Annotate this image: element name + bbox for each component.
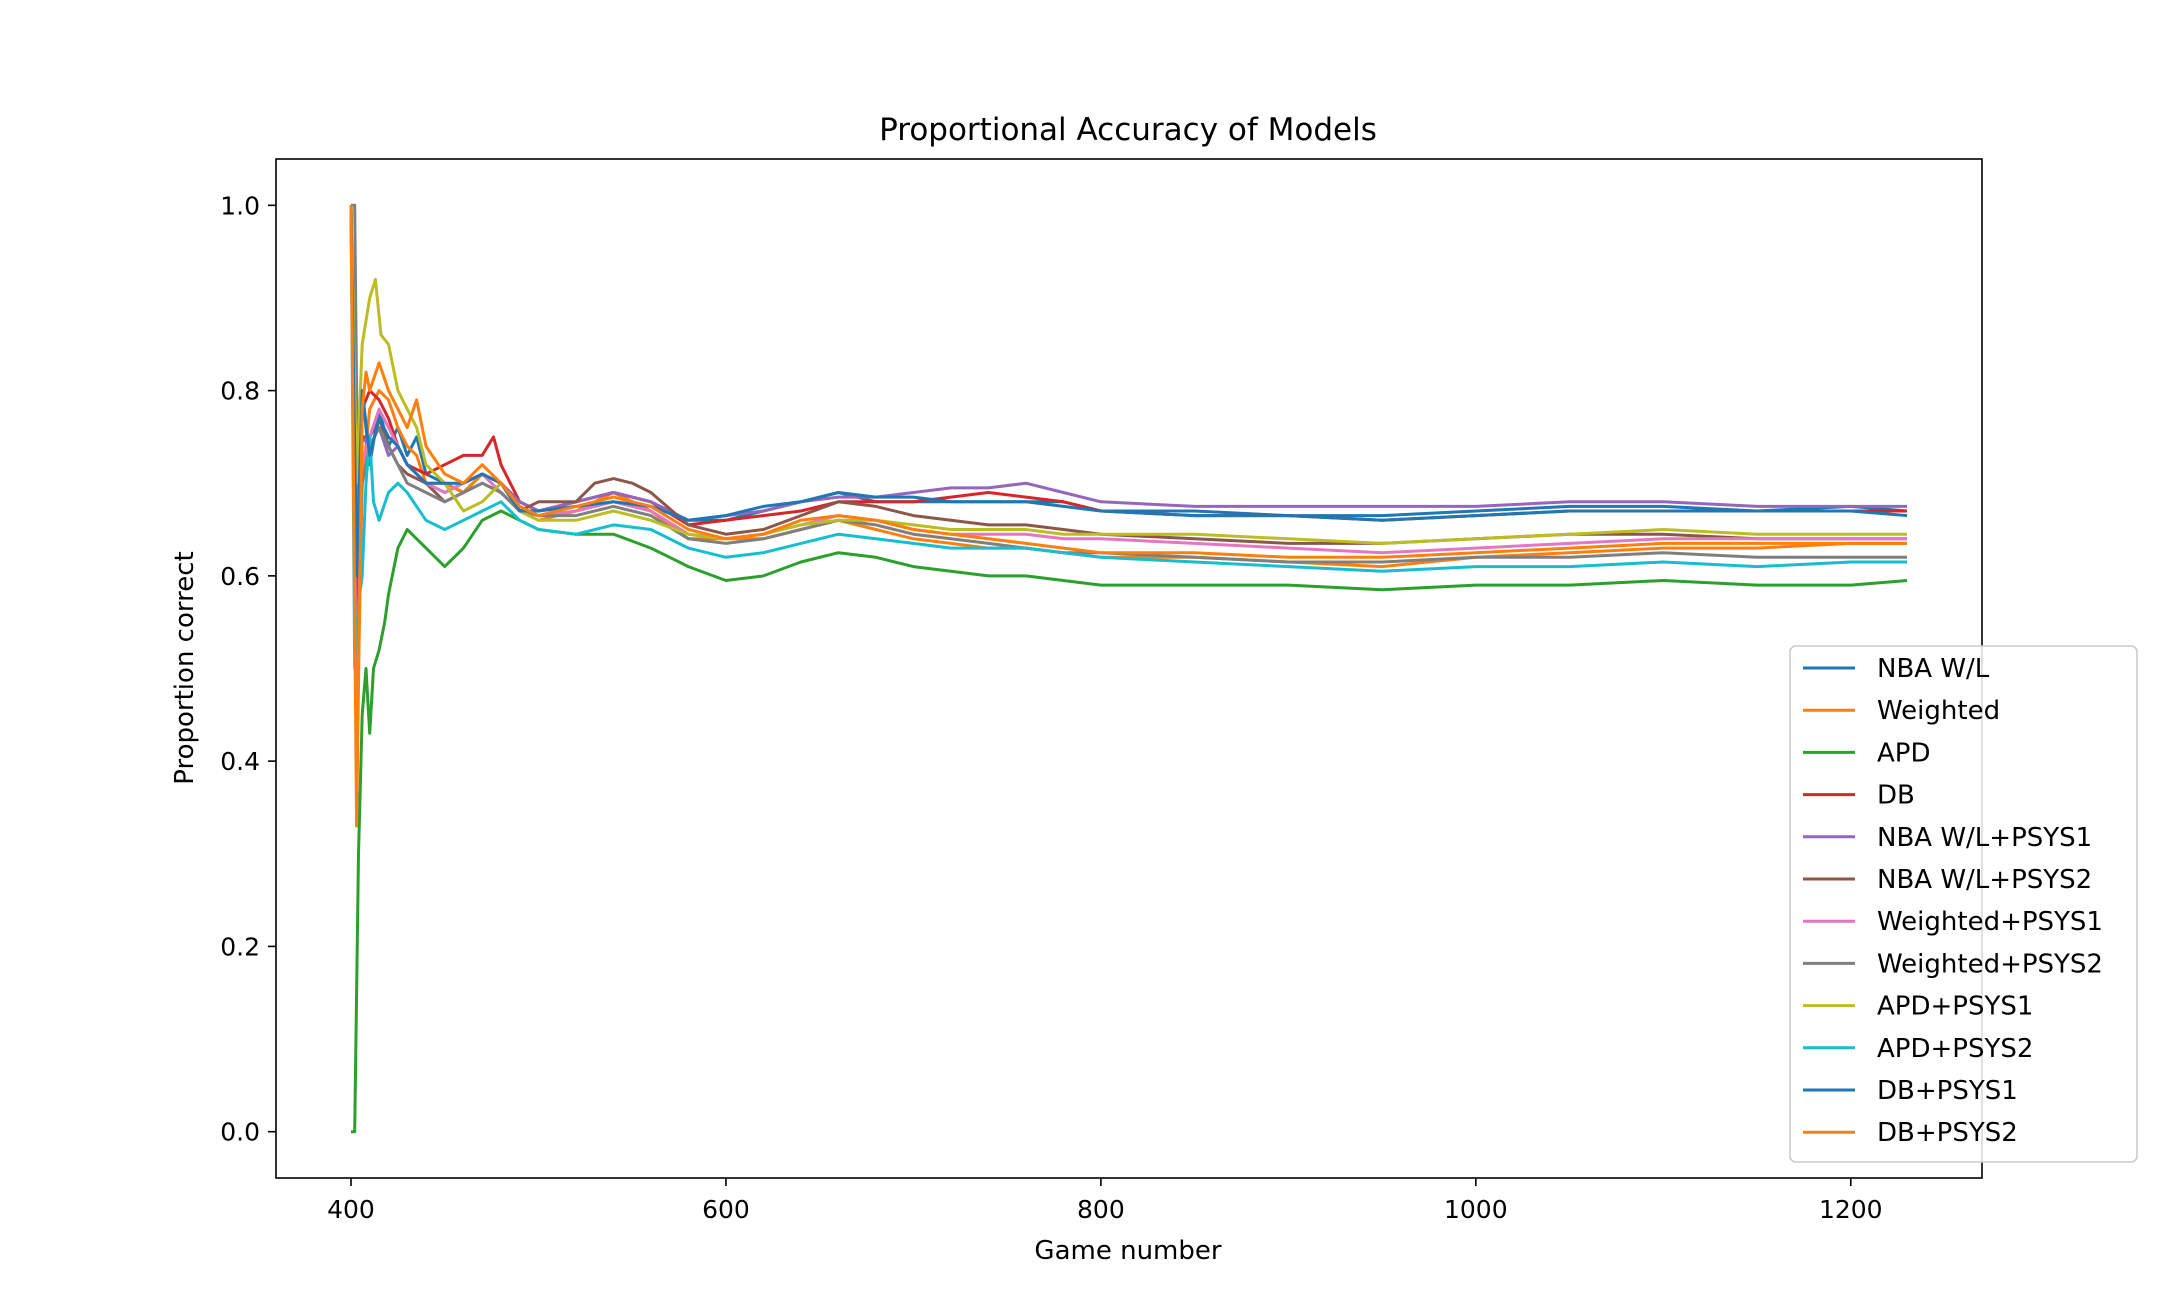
legend-label: APD+PSYS2 xyxy=(1877,1034,2033,1064)
series-line-1 xyxy=(349,205,1908,670)
y-axis: 0.0 0.2 0.4 0.6 0.8 1.0 xyxy=(220,191,276,1147)
series-line-9 xyxy=(349,205,1907,545)
legend-label: NBA W/L+PSYS1 xyxy=(1877,823,2092,853)
y-tick-label: 0.0 xyxy=(220,1118,260,1147)
series-line-3 xyxy=(351,509,1908,1134)
legend-label: DB+PSYS2 xyxy=(1877,1118,2018,1148)
series-line-2 xyxy=(349,205,1907,763)
legend-label: Weighted xyxy=(1877,696,2000,726)
legend-label: NBA W/L+PSYS2 xyxy=(1877,865,2092,895)
legend-label: DB+PSYS1 xyxy=(1877,1076,2018,1106)
x-tick-label: 1200 xyxy=(1819,1195,1883,1224)
chart-title: Proportional Accuracy of Models xyxy=(879,112,1377,148)
legend-box xyxy=(1789,645,2138,1163)
plot-lines xyxy=(349,203,1908,1134)
series-line-6 xyxy=(349,205,1907,670)
legend: NBA W/L Weighted APD DB NBA W/L+PSYS1 NBA W/L… xyxy=(1789,645,2138,1163)
series-line-11 xyxy=(349,205,1908,578)
y-tick-label: 0.8 xyxy=(220,377,260,406)
x-tick-label: 1000 xyxy=(1444,1195,1508,1224)
x-axis: 400 600 800 1000 1200 xyxy=(327,1178,1883,1224)
y-tick-label: 0.4 xyxy=(220,747,260,776)
y-tick-label: 1.0 xyxy=(220,191,260,220)
legend-label: Weighted+PSYS2 xyxy=(1877,949,2103,979)
y-tick-label: 0.6 xyxy=(220,562,260,591)
legend-label: NBA W/L xyxy=(1877,654,1990,684)
series-line-8 xyxy=(351,203,1907,578)
series-line-10 xyxy=(349,205,1907,670)
legend-label: APD xyxy=(1877,738,1931,768)
x-tick-label: 800 xyxy=(1077,1195,1125,1224)
x-tick-label: 600 xyxy=(702,1195,750,1224)
legend-label: Weighted+PSYS1 xyxy=(1877,907,2103,937)
y-axis-label: Proportion correct xyxy=(170,551,200,784)
y-tick-label: 0.2 xyxy=(220,932,260,961)
legend-label: APD+PSYS1 xyxy=(1877,992,2033,1022)
x-tick-label: 400 xyxy=(327,1195,375,1224)
legend-label: DB xyxy=(1877,781,1915,811)
series-line-12 xyxy=(349,205,1907,828)
legend-items: NBA W/L Weighted APD DB NBA W/L+PSYS1 NBA W/L… xyxy=(1803,654,2103,1148)
x-axis-label: Game number xyxy=(1034,1236,1221,1266)
